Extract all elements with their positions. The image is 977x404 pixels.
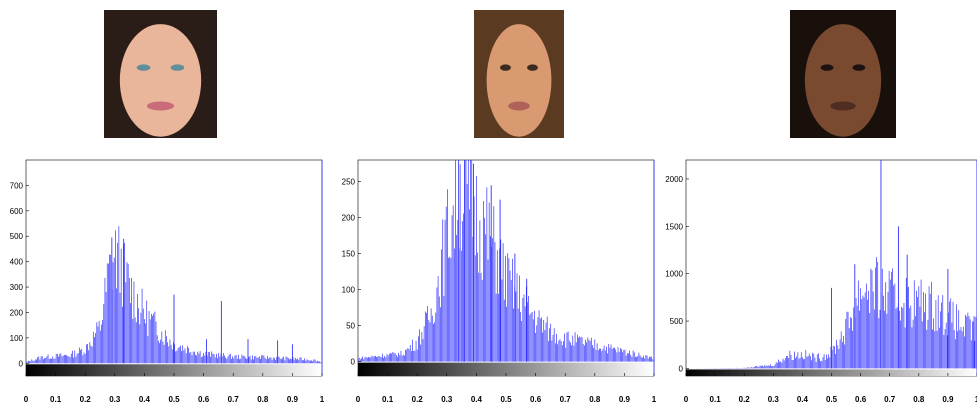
grayscale-colorbar (26, 364, 322, 376)
y-tick-label: 100 (342, 286, 356, 295)
x-tick-label: 0.6 (855, 395, 867, 404)
x-tick-label: 0.4 (797, 395, 809, 404)
histogram-bars (25, 226, 323, 364)
x-tick-label: 0.7 (228, 395, 240, 404)
x-axis-ticks: 0 0.1 0.2 0.3 0.4 0.5 0.6 0.7 0.8 0.9 1 (684, 373, 977, 404)
x-tick-label: 0.5 (168, 395, 180, 404)
x-tick-label: 0.9 (619, 395, 631, 404)
left-eye (500, 64, 511, 71)
y-tick-label: 500 (670, 317, 684, 326)
right-eye (852, 64, 866, 71)
y-tick-label: 0 (19, 359, 24, 368)
face-photos (104, 10, 896, 138)
histogram-3: 0 500 1000 1500 2000 0 0.1 0.2 0.3 0.4 0.5 0.6 0.7 0.… (665, 159, 977, 404)
mouth (146, 101, 175, 111)
x-tick-label: 0.1 (50, 395, 62, 404)
x-tick-label: 0.3 (768, 395, 780, 404)
histogram-bars (357, 160, 655, 362)
y-tick-label: 600 (10, 207, 24, 216)
x-tick-label: 0 (356, 395, 361, 404)
y-tick-label: 1000 (665, 270, 683, 279)
x-tick-label: 0.9 (287, 395, 299, 404)
y-tick-label: 1500 (665, 222, 683, 231)
x-tick-label: 0.1 (382, 395, 394, 404)
x-tick-label: 0.2 (739, 395, 751, 404)
right-eye (527, 64, 538, 71)
x-tick-label: 0.5 (826, 395, 838, 404)
histogram-2: 0 50 100 150 200 250 0 0.1 0.2 0.3 0.4 0.5 0.6 0.7 0.8… (342, 159, 657, 404)
grayscale-colorbar (686, 369, 977, 376)
y-axis-ticks: 0 100 200 300 400 500 600 700 (10, 181, 29, 368)
face-photo-dark-skin (790, 10, 896, 138)
y-tick-label: 150 (342, 250, 356, 259)
x-tick-label: 1 (975, 395, 977, 404)
x-tick-label: 0.6 (530, 395, 542, 404)
y-tick-label: 100 (10, 334, 24, 343)
left-eye (820, 64, 834, 71)
x-tick-label: 0.7 (884, 395, 896, 404)
face-skin (486, 24, 552, 137)
x-tick-label: 0.9 (942, 395, 954, 404)
x-tick-label: 0 (684, 395, 689, 404)
x-tick-label: 1 (320, 395, 325, 404)
y-tick-label: 250 (342, 178, 356, 187)
x-tick-label: 0.3 (109, 395, 121, 404)
face-skin (119, 24, 202, 137)
x-tick-label: 0.5 (500, 395, 512, 404)
y-axis-ticks: 0 50 100 150 200 250 (342, 178, 361, 367)
x-tick-label: 0.3 (441, 395, 453, 404)
histogram-bars (686, 160, 977, 369)
plot-area (357, 159, 655, 377)
x-tick-label: 0.6 (198, 395, 210, 404)
x-tick-label: 0.4 (139, 395, 151, 404)
left-eye (136, 64, 151, 71)
y-tick-label: 500 (10, 232, 24, 241)
x-tick-label: 0.8 (257, 395, 269, 404)
mouth (508, 101, 530, 111)
y-tick-label: 200 (10, 308, 24, 317)
x-tick-label: 0.8 (913, 395, 925, 404)
x-tick-label: 0 (24, 395, 29, 404)
face-photo-fair-skin (104, 10, 217, 138)
grayscale-colorbar (358, 362, 654, 376)
x-tick-label: 0.2 (412, 395, 424, 404)
x-tick-label: 0.7 (560, 395, 572, 404)
mouth (830, 101, 856, 111)
y-tick-label: 50 (346, 322, 355, 331)
x-axis-ticks: 0 0.1 0.2 0.3 0.4 0.5 0.6 0.7 0.8 0.9 1 (356, 373, 657, 404)
x-tick-label: 0.1 (710, 395, 722, 404)
y-tick-label: 200 (342, 214, 356, 223)
y-tick-label: 0 (679, 364, 684, 373)
y-axis-ticks: 0 500 1000 1500 2000 (665, 175, 689, 373)
x-axis-ticks: 0 0.1 0.2 0.3 0.4 0.5 0.6 0.7 0.8 0.9 1 (24, 373, 325, 404)
x-tick-label: 0.2 (80, 395, 92, 404)
x-tick-label: 0.8 (589, 395, 601, 404)
x-tick-label: 0.4 (471, 395, 483, 404)
y-tick-label: 2000 (665, 175, 683, 184)
face-photo-medium-skin (474, 10, 564, 138)
y-tick-label: 0 (351, 358, 356, 367)
y-tick-label: 700 (10, 181, 24, 190)
face-skin (804, 24, 882, 137)
right-eye (170, 64, 185, 71)
x-tick-label: 1 (652, 395, 657, 404)
histogram-1: 0 100 200 300 400 500 600 700 0 0.1 0.2 0.3 0.4 0.5 0.… (10, 159, 325, 404)
y-tick-label: 300 (10, 283, 24, 292)
y-tick-label: 400 (10, 258, 24, 267)
